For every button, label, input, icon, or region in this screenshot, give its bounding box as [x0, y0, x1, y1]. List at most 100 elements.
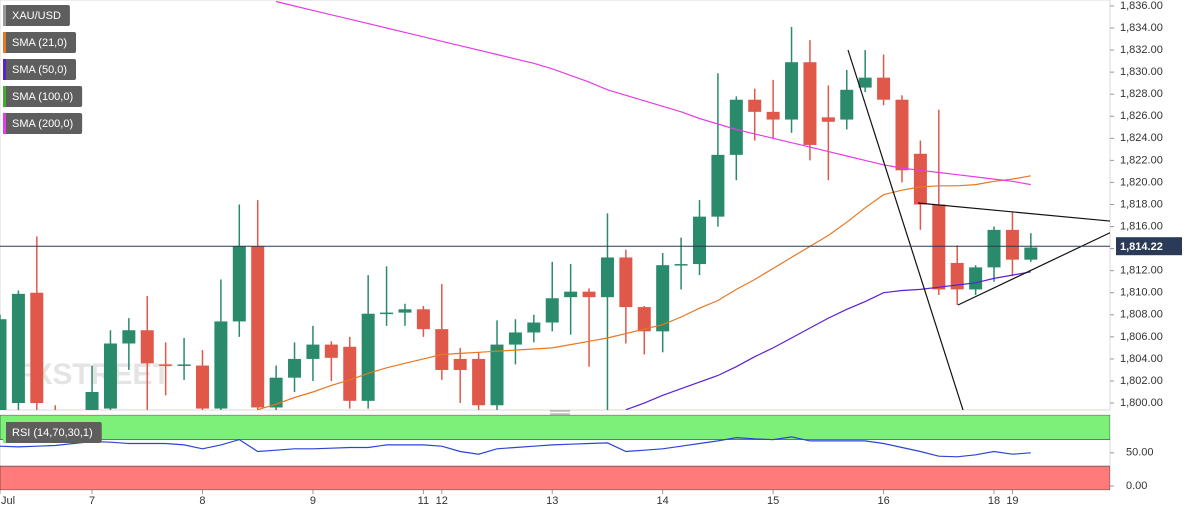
legend: XAU/USD SMA (21,0) SMA (50,0) SMA (100,0) SM… — [3, 5, 83, 134]
candle-body — [30, 292, 44, 404]
legend-swatch — [3, 32, 6, 53]
candle-body — [766, 111, 780, 120]
rsi-plot — [0, 415, 1110, 490]
candle-body — [416, 309, 430, 330]
candle-body — [1024, 247, 1038, 260]
series-line — [625, 271, 1031, 410]
candle-body — [324, 344, 338, 358]
legend-swatch — [3, 113, 6, 134]
x-tick-label: 15 — [767, 495, 779, 507]
y-tick-label: 1,800.00 — [1120, 397, 1163, 409]
trend-line — [917, 202, 1110, 222]
last-price-label: 1,814.22 — [1120, 241, 1163, 253]
candle-body — [858, 77, 872, 88]
y-tick-label: 1,822.00 — [1120, 154, 1163, 166]
candle-body — [564, 291, 578, 298]
candle-body — [159, 364, 173, 366]
candle-body — [600, 257, 614, 298]
candle-body — [637, 307, 651, 332]
y-tick-label: 1,828.00 — [1120, 88, 1163, 100]
candle-body — [269, 377, 283, 408]
candle-body — [932, 204, 946, 290]
legend-swatch — [3, 86, 6, 107]
legend-swatch — [3, 422, 6, 443]
x-tick-label: 18 — [988, 495, 1000, 507]
candle-body — [821, 117, 835, 122]
candle-body — [840, 89, 854, 120]
candle-body — [103, 343, 117, 409]
x-tick-label: 8 — [199, 495, 205, 507]
candle-body — [472, 358, 486, 406]
x-tick-label: 16 — [877, 495, 889, 507]
panel-handle — [550, 410, 570, 415]
candle-body — [11, 293, 25, 404]
candle-body — [582, 291, 596, 298]
series-line — [257, 175, 1031, 410]
oversold-band — [0, 465, 1110, 490]
y-tick-label: 1,816.00 — [1120, 220, 1163, 232]
candle-body — [398, 309, 412, 313]
y-tick-label: 1,808.00 — [1120, 309, 1163, 321]
candle-body — [785, 62, 799, 120]
last-price-box — [1116, 237, 1182, 256]
candle-body — [343, 346, 357, 401]
candle-body — [85, 392, 99, 410]
candle-body — [803, 62, 817, 145]
candle-body — [913, 153, 927, 205]
x-tick-label: 11 — [418, 495, 429, 507]
y-tick-label: 1,820.00 — [1120, 176, 1163, 188]
x-tick-label: 14 — [657, 495, 669, 507]
candle-body — [380, 312, 394, 315]
series-line — [0, 436, 1031, 458]
trend-lines — [847, 49, 1110, 410]
candle-body — [950, 262, 964, 290]
y-tick-label: 1,802.00 — [1120, 375, 1163, 387]
candle-body — [656, 265, 670, 332]
y-tick-label: 1,810.00 — [1120, 287, 1163, 299]
y-tick-label: 1,830.00 — [1120, 66, 1163, 78]
candle-body — [435, 329, 449, 370]
legend-label: SMA (200,0) — [12, 118, 73, 130]
candle-body — [140, 330, 154, 364]
legend-box — [3, 86, 83, 107]
overbought-band — [0, 415, 1110, 440]
candle-body — [545, 298, 559, 323]
candle-body — [748, 99, 762, 112]
candle-body — [122, 330, 136, 344]
legend-box — [3, 113, 83, 134]
candle-body — [674, 264, 688, 266]
candle-body — [251, 246, 265, 408]
legend-box — [3, 422, 102, 443]
candle-body — [214, 321, 228, 409]
trend-line — [957, 232, 1110, 306]
x-tick-label: 13 — [546, 495, 558, 507]
candle-body — [490, 344, 504, 406]
candle-body — [877, 77, 891, 100]
candle-body — [0, 319, 7, 410]
candle-body — [895, 99, 909, 171]
series-line — [275, 0, 1031, 186]
y-tick-label: 1,834.00 — [1120, 22, 1163, 34]
candle-body — [527, 322, 541, 333]
candle-body — [361, 313, 375, 401]
y-tick-label: 1,836.00 — [1120, 0, 1163, 12]
legend-label: SMA (50,0) — [12, 64, 67, 76]
candle-body — [1005, 229, 1019, 260]
price-plot — [0, 0, 1038, 410]
legend-box — [3, 59, 77, 80]
candle-body — [729, 99, 743, 155]
candle-body — [288, 358, 302, 378]
x-tick-label: 19 — [1006, 495, 1018, 507]
candle-body — [232, 246, 246, 322]
candle-body — [177, 364, 191, 366]
legend-box — [3, 5, 70, 26]
x-tick-label: Jul — [1, 495, 15, 507]
legend-label: SMA (100,0) — [12, 91, 73, 103]
legend-swatch — [3, 5, 6, 26]
price-panel — [0, 0, 1111, 411]
candle-body — [306, 344, 320, 359]
x-tick-label: 9 — [310, 495, 316, 507]
candle-body — [453, 358, 467, 370]
